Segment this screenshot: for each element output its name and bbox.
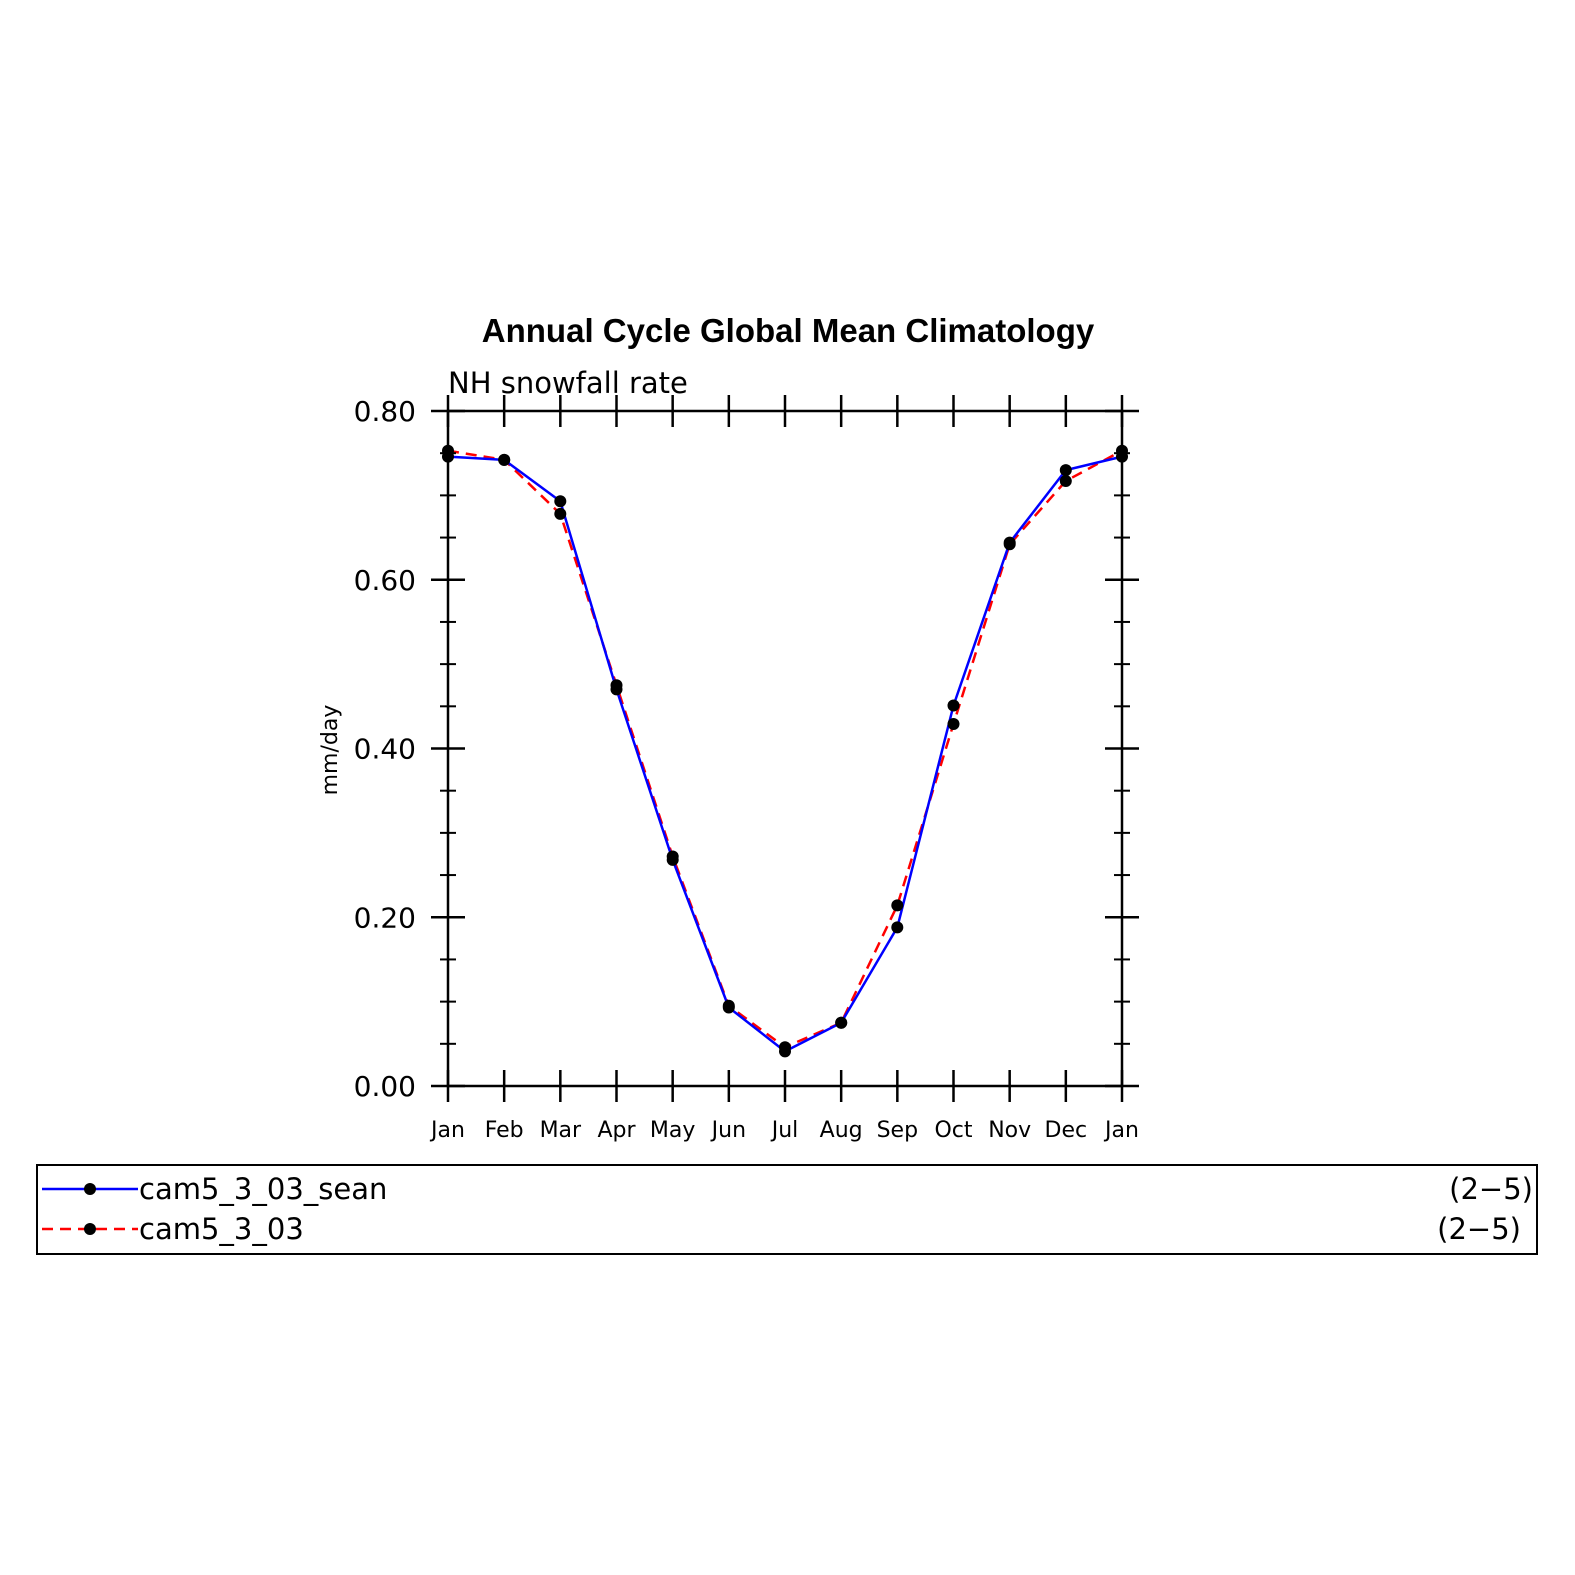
data-point-s1-8 [891, 899, 904, 912]
y-tick-label-3: 0.60 [354, 564, 416, 597]
x-tick-label-12: Jan [1103, 1118, 1139, 1143]
legend-range-0: (2−5) [1449, 1172, 1533, 1206]
data-point-s1-11 [1059, 475, 1072, 487]
chart-title: Annual Cycle Global Mean Climatology [482, 312, 1095, 349]
data-point-s0-2 [554, 495, 567, 508]
y-axis-label: mm/day [318, 705, 343, 796]
x-tick-label-3: Apr [597, 1118, 636, 1143]
axes: Jan Feb Mar Apr May Jun Jul Aug Sep Oct Nov Dec Jan 0… [354, 395, 1139, 1143]
x-tick-label-0: Jan [429, 1118, 465, 1143]
data-point-s1-7 [835, 1016, 848, 1029]
x-tick-label-8: Sep [877, 1118, 918, 1143]
legend-range-1: (2−5) [1437, 1212, 1521, 1246]
data-point-s1-6 [779, 1041, 791, 1054]
x-tick-label-2: Mar [540, 1118, 582, 1143]
series-line-1 [447, 449, 1123, 1049]
legend-marker-1 [84, 1223, 96, 1235]
x-tick-label-5: Jun [710, 1118, 746, 1143]
x-tick-label-1: Feb [485, 1118, 524, 1143]
data-point-s1-3 [610, 679, 623, 692]
y-tick-label-4: 0.80 [354, 395, 416, 428]
y-tick-label-0: 0.00 [354, 1070, 416, 1103]
legend-box [36, 1164, 1538, 1255]
data-point-s1-5 [722, 999, 735, 1012]
x-tick-label-9: Oct [934, 1118, 972, 1143]
data-point-s1-2 [554, 507, 567, 520]
legend-marker-0 [84, 1183, 96, 1195]
data-point-s1-4 [666, 850, 679, 863]
x-tick-label-4: May [650, 1118, 695, 1143]
data-point-s1-9 [947, 718, 960, 730]
x-tick-label-6: Jul [770, 1118, 799, 1143]
data-point-s0-8 [891, 921, 904, 934]
chart-subtitle: NH snowfall rate [448, 366, 688, 400]
data-point-s1-1 [498, 453, 511, 466]
legend-label-0: cam5_3_03_sean [139, 1172, 387, 1206]
data-point-s0-11 [1059, 464, 1072, 477]
series-line-0 [447, 455, 1123, 1053]
legend: cam5_3_03_sean (2−5) cam5_3_03 (2−5) [36, 1164, 1538, 1255]
x-tick-label-10: Nov [988, 1118, 1031, 1143]
legend-label-1: cam5_3_03 [139, 1212, 304, 1246]
data-point-s1-10 [1003, 538, 1016, 551]
y-tick-label-1: 0.20 [354, 901, 416, 934]
plot-area [442, 444, 1128, 1058]
x-tick-label-7: Aug [820, 1118, 863, 1143]
y-tick-label-2: 0.40 [354, 733, 416, 766]
x-tick-label-11: Dec [1045, 1118, 1088, 1143]
plot-frame [446, 409, 1124, 1088]
data-point-s0-9 [947, 699, 960, 712]
